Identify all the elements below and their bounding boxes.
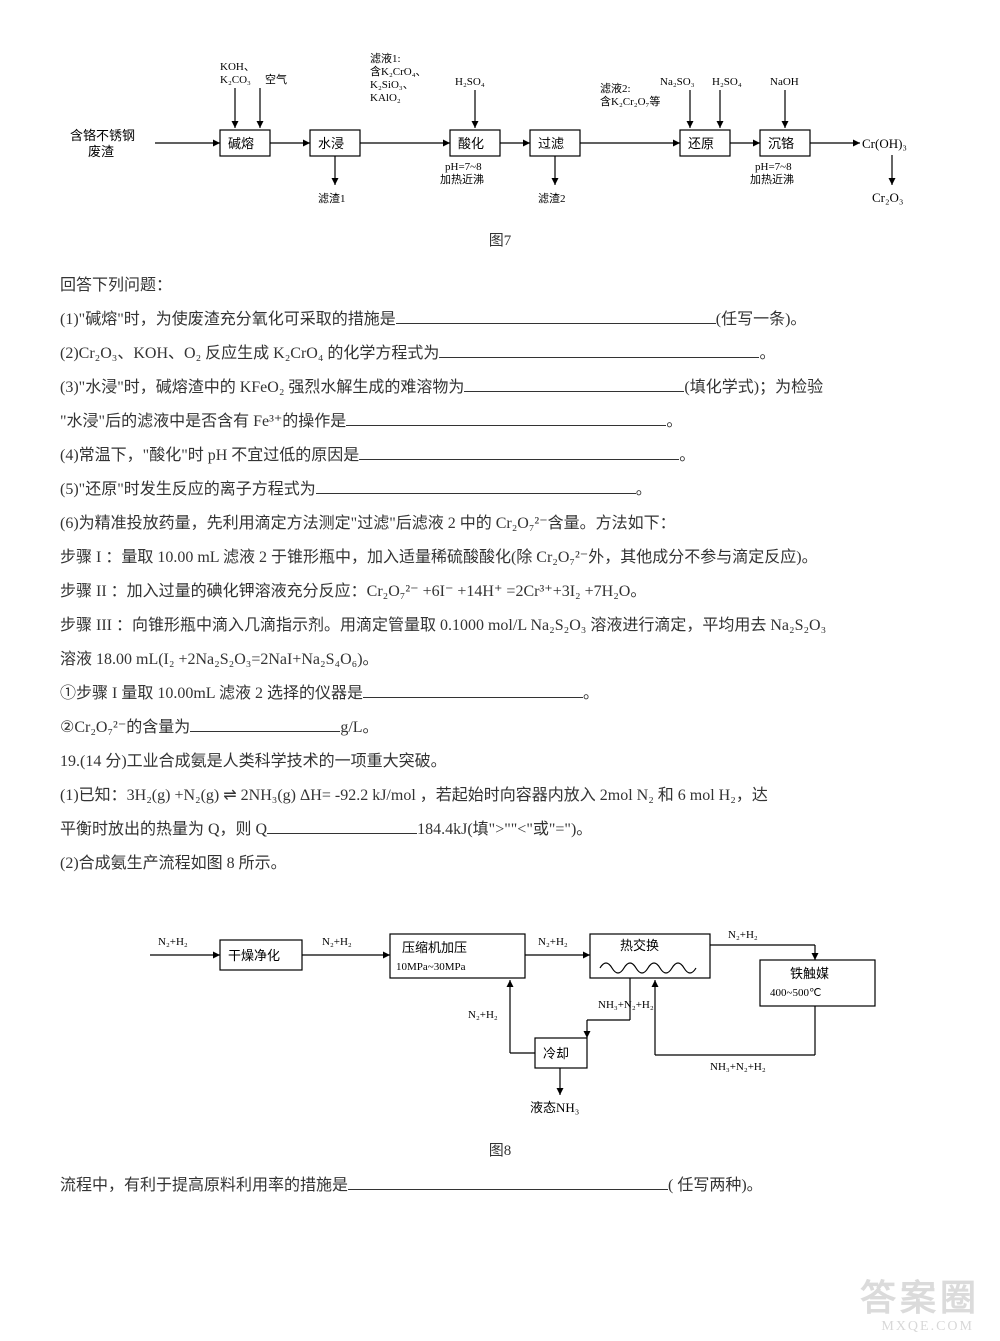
q19-1b: 平衡时放出的热量为 Q，则 Q [60,821,267,838]
svg-text:压缩机加压: 压缩机加压 [402,940,467,955]
svg-text:还原: 还原 [688,136,714,151]
blank-6-2 [190,716,340,732]
q1: (1)"碱熔"时，为使废渣充分氧化可采取的措施是 [60,311,396,328]
blank-6-1 [363,682,583,698]
blank-2 [439,342,759,358]
svg-text:含K₂Cr₂O₇等: 含K₂Cr₂O₇等 [600,94,660,108]
q2: (2)Cr₂O₃、KOH、O₂ 反应生成 K₂CrO₄ 的化学方程式为 [60,345,439,362]
svg-text:H₂SO₄: H₂SO₄ [455,76,485,88]
blank-1 [396,308,716,324]
svg-text:NaOH: NaOH [770,76,799,88]
watermark-sub: MXQE.COM [881,1319,974,1335]
svg-text:pH=7~8: pH=7~8 [755,161,792,173]
diagram7-caption: 图7 [60,229,940,250]
q19-last-tail: ( 任写两种)。 [668,1177,763,1194]
diagram-7: 含铬不锈钢 废渣 碱熔 水浸 酸化 过滤 还原 沉铬 Cr(OH)₃ Cr₂O₃… [60,30,940,250]
svg-text:H₂SO₄: H₂SO₄ [712,76,742,88]
svg-text:铁触媒: 铁触媒 [790,966,829,981]
q6-s2: 步骤 II ：加入过量的碘化钾溶液充分反应：Cr₂O₇²⁻ +6I⁻ +14H⁺… [60,583,646,600]
q6-sub1-tail: 。 [583,685,599,702]
q6-intro: (6)为精准投放药量，先利用滴定方法测定"过滤"后滤液 2 中的 Cr₂O₇²⁻… [60,515,676,532]
svg-text:N₂+H₂: N₂+H₂ [322,936,352,948]
svg-text:空气: 空气 [265,72,287,86]
svg-text:干燥净化: 干燥净化 [228,948,280,963]
svg-text:N₂+H₂: N₂+H₂ [728,929,758,941]
q3b: "水浸"后的滤液中是否含有 Fe³⁺的操作是 [60,413,346,430]
svg-text:滤渣2: 滤渣2 [538,191,566,205]
svg-text:过滤: 过滤 [538,136,564,151]
svg-text:K₂SiO₃、: K₂SiO₃、 [370,79,414,91]
q19-2: (2)合成氨生产流程如图 8 所示。 [60,855,287,872]
flowchart-8-svg: 干燥净化 压缩机加压 10MPa~30MPa 热交换 铁触媒 400~500℃ … [110,890,890,1130]
q6-s3b: 溶液 18.00 mL(I₂ +2Na₂S₂O₃=2NaI+Na₂S₄O₆)。 [60,651,379,668]
blank-5 [316,478,636,494]
svg-text:Na₂SO₃: Na₂SO₃ [660,76,695,88]
svg-text:冷却: 冷却 [543,1046,569,1061]
blank-3a [464,376,684,392]
q3b-tail: 。 [666,413,682,430]
flowchart-7-svg: 含铬不锈钢 废渣 碱熔 水浸 酸化 过滤 还原 沉铬 Cr(OH)₃ Cr₂O₃… [60,30,940,220]
watermark-main: 答案圈 [860,1269,980,1321]
q5-tail: 。 [636,481,652,498]
q1-tail: (任写一条)。 [716,311,807,328]
svg-text:含K₂CrO₄、: 含K₂CrO₄、 [370,64,427,78]
q6-sub2-tail: g/L。 [340,719,378,736]
svg-text:NH₃+N₂+H₂: NH₃+N₂+H₂ [710,1061,766,1073]
q6-s1: 步骤 I ：量取 10.00 mL 滤液 2 于锥形瓶中，加入适量稀硫酸酸化(除… [60,549,818,566]
svg-text:Cr₂O₃: Cr₂O₃ [872,190,903,205]
q4: (4)常温下，"酸化"时 pH 不宜过低的原因是 [60,447,359,464]
svg-text:废渣: 废渣 [88,144,114,159]
svg-text:加热近沸: 加热近沸 [750,173,794,186]
svg-text:热交换: 热交换 [620,938,659,953]
svg-text:碱熔: 碱熔 [228,136,254,151]
q19-1a: (1)已知：3H₂(g) +N₂(g) ⇌ 2NH₃(g) ΔH= -92.2 … [60,787,768,804]
q19: 19.(14 分)工业合成氨是人类科学技术的一项重大突破。 [60,753,447,770]
svg-text:水浸: 水浸 [318,136,344,151]
svg-text:NH₃+N₂+H₂: NH₃+N₂+H₂ [598,999,654,1011]
svg-text:KOH、: KOH、 [220,61,255,73]
svg-text:酸化: 酸化 [458,136,484,151]
q6-sub1: ①步骤 I 量取 10.00mL 滤液 2 选择的仪器是 [60,685,363,702]
svg-text:Cr(OH)₃: Cr(OH)₃ [862,136,907,151]
svg-text:加热近沸: 加热近沸 [440,173,484,186]
diagram8-caption: 图8 [60,1139,940,1160]
svg-text:N₂+H₂: N₂+H₂ [538,936,568,948]
blank-4 [359,444,679,460]
svg-text:pH=7~8: pH=7~8 [445,161,482,173]
q6-s3a: 步骤 III ：向锥形瓶中滴入几滴指示剂。用滴定管量取 0.1000 mol/L… [60,617,826,634]
svg-text:N₂+H₂: N₂+H₂ [158,936,188,948]
svg-text:液态NH₃: 液态NH₃ [530,1100,579,1115]
q19-last: 流程中，有利于提高原料利用率的措施是 [60,1177,348,1194]
q19-1b-tail: 184.4kJ(填">""<"或"=")。 [417,821,592,838]
svg-text:含铬不锈钢: 含铬不锈钢 [70,128,135,143]
blank-19-1 [267,818,417,834]
blank-19-last [348,1174,668,1190]
diagram-8: 干燥净化 压缩机加压 10MPa~30MPa 热交换 铁触媒 400~500℃ … [60,890,940,1160]
svg-text:N₂+H₂: N₂+H₂ [468,1009,498,1021]
svg-text:滤渣1: 滤渣1 [318,191,346,205]
q4-tail: 。 [679,447,695,464]
q2-tail: 。 [759,345,775,362]
q5: (5)"还原"时发生反应的离子方程式为 [60,481,316,498]
svg-text:10MPa~30MPa: 10MPa~30MPa [396,961,466,973]
blank-3b [346,410,666,426]
svg-text:滤液1:: 滤液1: [370,51,401,65]
svg-text:KAlO₂: KAlO₂ [370,92,401,104]
q3a-tail: (填化学式)；为检验 [684,379,823,396]
q3a: (3)"水浸"时，碱熔渣中的 KFeO₂ 强烈水解生成的难溶物为 [60,379,464,396]
q-intro: 回答下列问题： [60,277,172,294]
question-text-tail: 流程中，有利于提高原料利用率的措施是 ( 任写两种)。 [60,1170,940,1202]
svg-text:沉铬: 沉铬 [768,136,794,151]
q6-sub2: ②Cr₂O₇²⁻的含量为 [60,719,190,736]
svg-text:滤液2:: 滤液2: [600,81,631,95]
question-text: 回答下列问题： (1)"碱熔"时，为使废渣充分氧化可采取的措施是(任写一条)。 … [60,270,940,880]
svg-text:400~500℃: 400~500℃ [770,987,821,999]
svg-text:K₂CO₃: K₂CO₃ [220,74,251,86]
